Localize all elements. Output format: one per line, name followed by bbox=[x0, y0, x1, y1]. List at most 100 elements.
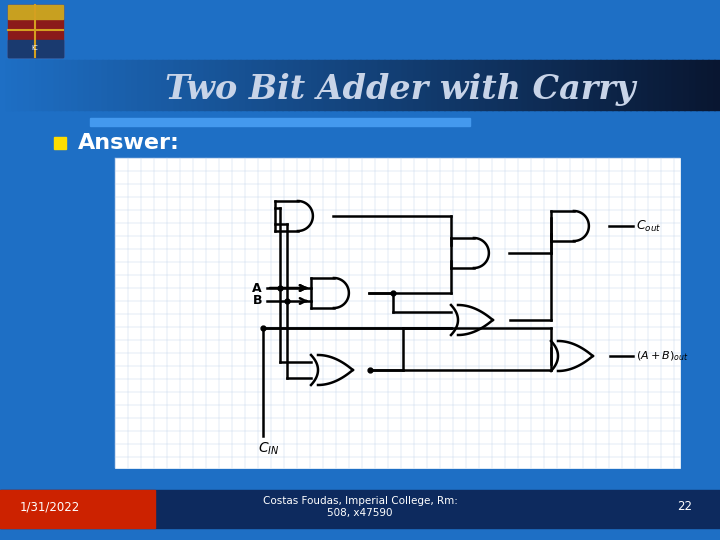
Bar bbox=[0, 60, 7, 110]
Bar bbox=[612, 60, 619, 110]
Bar bbox=[360, 60, 367, 110]
Bar bbox=[666, 60, 673, 110]
Bar bbox=[438, 60, 445, 110]
Bar bbox=[144, 60, 151, 110]
Bar bbox=[408, 60, 415, 110]
Bar bbox=[342, 60, 349, 110]
Bar bbox=[492, 60, 499, 110]
Bar bbox=[186, 60, 193, 110]
Bar bbox=[594, 60, 601, 110]
Bar bbox=[66, 60, 73, 110]
Bar bbox=[180, 60, 187, 110]
Text: A: A bbox=[253, 281, 262, 294]
Bar bbox=[462, 60, 469, 110]
Bar bbox=[8, 40, 63, 57]
Bar bbox=[294, 60, 301, 110]
Bar bbox=[96, 60, 103, 110]
Bar bbox=[324, 60, 331, 110]
Bar bbox=[0, 490, 720, 528]
Bar bbox=[36, 60, 43, 110]
Bar bbox=[660, 60, 667, 110]
Bar bbox=[276, 60, 283, 110]
Bar bbox=[246, 60, 253, 110]
Bar bbox=[690, 60, 697, 110]
Bar bbox=[402, 60, 409, 110]
Bar bbox=[90, 60, 97, 110]
Bar bbox=[576, 60, 583, 110]
Bar bbox=[606, 60, 613, 110]
Bar bbox=[234, 60, 241, 110]
Bar bbox=[510, 60, 517, 110]
Bar bbox=[498, 60, 505, 110]
Bar bbox=[714, 60, 720, 110]
Bar bbox=[348, 60, 355, 110]
Bar bbox=[648, 60, 655, 110]
Bar bbox=[222, 60, 229, 110]
Bar bbox=[318, 60, 325, 110]
Bar bbox=[198, 60, 205, 110]
Text: IC: IC bbox=[32, 45, 38, 51]
Bar bbox=[60, 60, 67, 110]
Bar bbox=[216, 60, 223, 110]
Bar bbox=[552, 60, 559, 110]
Bar bbox=[600, 60, 607, 110]
Bar bbox=[102, 60, 109, 110]
Bar bbox=[30, 60, 37, 110]
Bar bbox=[210, 60, 217, 110]
Bar bbox=[42, 60, 49, 110]
Text: $C_{out}$: $C_{out}$ bbox=[636, 219, 662, 233]
Bar bbox=[306, 60, 313, 110]
Bar bbox=[630, 60, 637, 110]
Text: Answer:: Answer: bbox=[78, 133, 180, 153]
Text: 1/31/2022: 1/31/2022 bbox=[20, 501, 80, 514]
Bar bbox=[420, 60, 427, 110]
Bar bbox=[8, 5, 63, 19]
Bar bbox=[504, 60, 511, 110]
Bar bbox=[384, 60, 391, 110]
Bar bbox=[78, 60, 85, 110]
Bar bbox=[48, 60, 55, 110]
Bar bbox=[270, 60, 277, 110]
Bar bbox=[516, 60, 523, 110]
Bar bbox=[132, 60, 139, 110]
Bar bbox=[228, 60, 235, 110]
Bar bbox=[108, 60, 115, 110]
Text: $(A+B)_{out}$: $(A+B)_{out}$ bbox=[636, 349, 688, 363]
Bar bbox=[444, 60, 451, 110]
Bar bbox=[90, 118, 470, 126]
Bar bbox=[678, 60, 685, 110]
Bar bbox=[618, 60, 625, 110]
Bar bbox=[672, 60, 679, 110]
Bar bbox=[684, 60, 691, 110]
Bar bbox=[162, 60, 169, 110]
Bar bbox=[372, 60, 379, 110]
Bar bbox=[126, 60, 133, 110]
Bar bbox=[570, 60, 577, 110]
Bar bbox=[390, 60, 397, 110]
Text: 22: 22 bbox=[678, 501, 693, 514]
Bar bbox=[474, 60, 481, 110]
Bar bbox=[564, 60, 571, 110]
Bar bbox=[312, 60, 319, 110]
Text: Two Bit Adder with Carry: Two Bit Adder with Carry bbox=[165, 73, 635, 106]
Bar bbox=[558, 60, 565, 110]
Bar bbox=[432, 60, 439, 110]
Bar bbox=[636, 60, 643, 110]
Bar bbox=[6, 60, 13, 110]
Bar bbox=[330, 60, 337, 110]
Bar bbox=[486, 60, 493, 110]
Bar bbox=[528, 60, 535, 110]
Bar bbox=[582, 60, 589, 110]
Bar bbox=[156, 60, 163, 110]
Bar bbox=[546, 60, 553, 110]
Bar bbox=[18, 60, 25, 110]
Bar bbox=[115, 158, 680, 468]
Bar bbox=[8, 5, 63, 57]
Text: Costas Foudas, Imperial College, Rm:
508, x47590: Costas Foudas, Imperial College, Rm: 508… bbox=[263, 496, 457, 518]
Bar bbox=[426, 60, 433, 110]
Bar bbox=[138, 60, 145, 110]
Bar bbox=[114, 60, 121, 110]
Bar bbox=[696, 60, 703, 110]
Bar bbox=[264, 60, 271, 110]
Bar bbox=[54, 60, 61, 110]
